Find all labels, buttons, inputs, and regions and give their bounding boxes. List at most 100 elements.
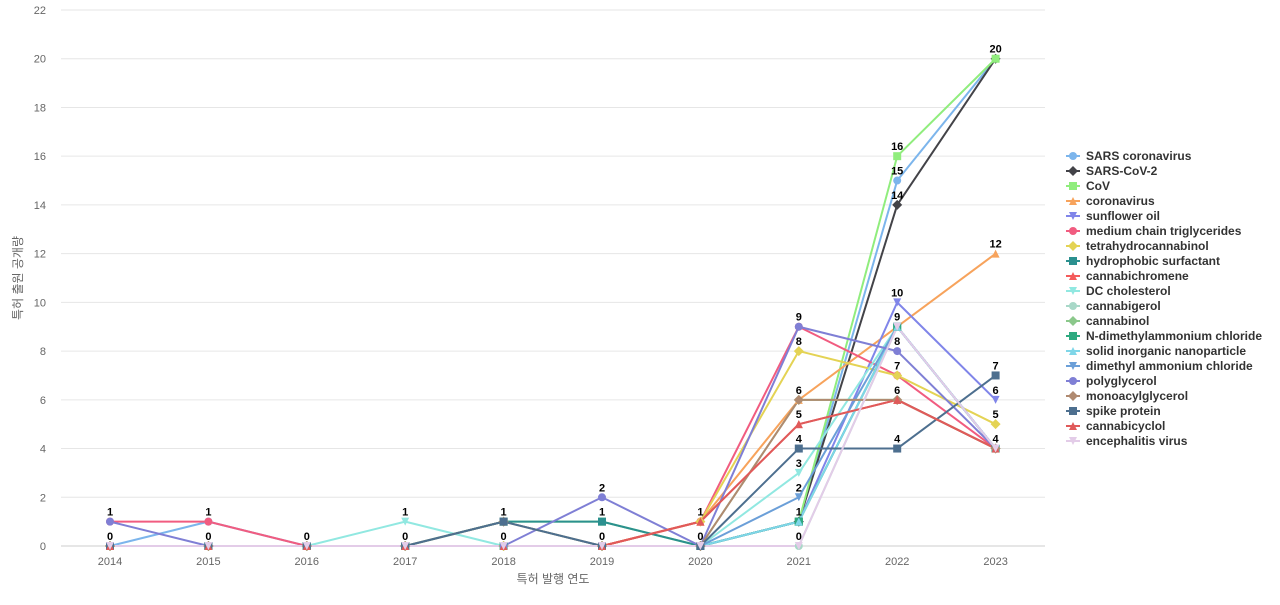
series-line [110, 325, 997, 547]
data-label: 7 [993, 360, 999, 372]
series-lines [109, 58, 997, 547]
legend-item[interactable]: cannabichromene [1066, 269, 1189, 283]
legend-label: cannabigerol [1086, 299, 1161, 313]
data-label: 4 [993, 434, 1000, 446]
legend-label: SARS-CoV-2 [1086, 164, 1158, 178]
y-tick-label: 0 [40, 541, 46, 553]
legend-marker [1069, 347, 1077, 355]
legend-item[interactable]: SARS-CoV-2 [1066, 164, 1158, 178]
legend-item[interactable]: encephalitis virus [1066, 434, 1188, 448]
series-line [110, 325, 997, 547]
legend-label: DC cholesterol [1086, 284, 1171, 298]
x-axis-ticks: 2014 2015 2016 2017 2018 2019 2020 2021 2022 2023 [98, 556, 1008, 568]
data-label: 6 [894, 385, 900, 397]
legend-marker [1069, 332, 1077, 340]
data-label: 7 [894, 360, 900, 372]
data-point [892, 370, 903, 381]
legend-label: CoV [1086, 179, 1110, 193]
data-label: 10 [891, 287, 903, 299]
legend-marker [1069, 302, 1077, 310]
y-tick-label: 10 [34, 297, 46, 309]
legend-item[interactable]: cannabicyclol [1066, 419, 1165, 433]
series-line [110, 325, 997, 547]
legend-item[interactable]: cannabigerol [1066, 299, 1161, 313]
legend-item[interactable]: N-dimethylammonium chloride [1066, 329, 1262, 343]
legend-item[interactable]: solid inorganic nanoparticle [1066, 344, 1246, 358]
data-label: 1 [402, 507, 408, 519]
legend-label: tetrahydrocannabinol [1086, 239, 1209, 253]
legend-item[interactable]: sunflower oil [1066, 209, 1160, 223]
legend-item[interactable]: monoacylglycerol [1066, 389, 1188, 403]
data-label: 0 [402, 531, 408, 543]
data-point [793, 346, 804, 357]
legend-label: coronavirus [1086, 194, 1155, 208]
data-point [794, 542, 803, 550]
y-tick-label: 8 [40, 346, 46, 358]
legend-marker [1069, 437, 1077, 445]
x-tick-label: 2015 [196, 556, 220, 568]
legend-marker [1068, 241, 1078, 251]
x-tick-label: 2017 [393, 556, 417, 568]
data-label: 14 [891, 190, 904, 202]
legend-item[interactable]: cannabinol [1066, 314, 1149, 328]
data-label: 8 [796, 336, 802, 348]
data-point [106, 542, 114, 550]
legend-label: cannabicyclol [1086, 419, 1165, 433]
legend-item[interactable]: tetrahydrocannabinol [1066, 239, 1209, 253]
legend-marker [1069, 152, 1077, 160]
data-label: 6 [796, 385, 802, 397]
x-tick-label: 2020 [688, 556, 712, 568]
y-tick-label: 4 [40, 444, 46, 456]
data-point [794, 517, 803, 526]
legend-marker [1068, 316, 1078, 326]
data-label: 9 [796, 312, 802, 324]
data-point [893, 176, 902, 185]
x-tick-label: 2021 [787, 556, 811, 568]
legend-item[interactable]: hydrophobic surfactant [1066, 254, 1220, 268]
legend-marker [1068, 166, 1078, 176]
legend-item[interactable]: dimethyl ammonium chloride [1066, 359, 1253, 373]
legend-label: dimethyl ammonium chloride [1086, 359, 1253, 373]
legend-label: SARS coronavirus [1086, 149, 1192, 163]
legend-item[interactable]: medium chain triglycerides [1066, 224, 1242, 238]
data-point [794, 444, 803, 453]
data-point [598, 493, 606, 502]
data-point [794, 322, 803, 331]
series-line [110, 325, 997, 547]
series-line [110, 325, 997, 547]
x-tick-label: 2022 [885, 556, 909, 568]
data-label: 2 [796, 482, 802, 494]
y-axis-title: 특허 출원 공개량 [11, 236, 25, 320]
data-point [893, 322, 902, 331]
data-label: 3 [796, 458, 802, 470]
data-point [598, 517, 606, 526]
legend-item[interactable]: polyglycerol [1066, 374, 1157, 388]
data-point [106, 517, 114, 526]
data-label: 15 [891, 166, 903, 178]
legend-item[interactable]: coronavirus [1066, 194, 1155, 208]
data-point [204, 542, 213, 550]
data-point [991, 249, 1000, 258]
legend-item[interactable]: SARS coronavirus [1066, 149, 1192, 163]
data-point [204, 517, 213, 526]
data-label: 16 [891, 141, 903, 153]
legend-item[interactable]: DC cholesterol [1066, 284, 1171, 298]
data-point [401, 542, 410, 550]
data-label: 0 [697, 531, 703, 543]
x-tick-label: 2014 [98, 556, 122, 568]
legend-marker [1069, 287, 1077, 295]
legend-label: polyglycerol [1086, 374, 1157, 388]
x-axis-title: 특허 발행 연도 [517, 571, 590, 586]
y-tick-label: 16 [34, 151, 46, 163]
x-tick-label: 2019 [590, 556, 614, 568]
legend[interactable]: SARS coronavirusSARS-CoV-2CoVcoronavirus… [1066, 149, 1262, 448]
y-tick-label: 18 [34, 102, 46, 114]
y-axis-ticks: 0 2 4 6 8 10 12 14 16 18 20 22 [34, 5, 46, 553]
y-tick-label: 22 [34, 5, 46, 17]
legend-item[interactable]: CoV [1066, 179, 1110, 193]
legend-item[interactable]: spike protein [1066, 404, 1161, 418]
data-label: 1 [501, 507, 507, 519]
legend-marker [1069, 257, 1077, 265]
